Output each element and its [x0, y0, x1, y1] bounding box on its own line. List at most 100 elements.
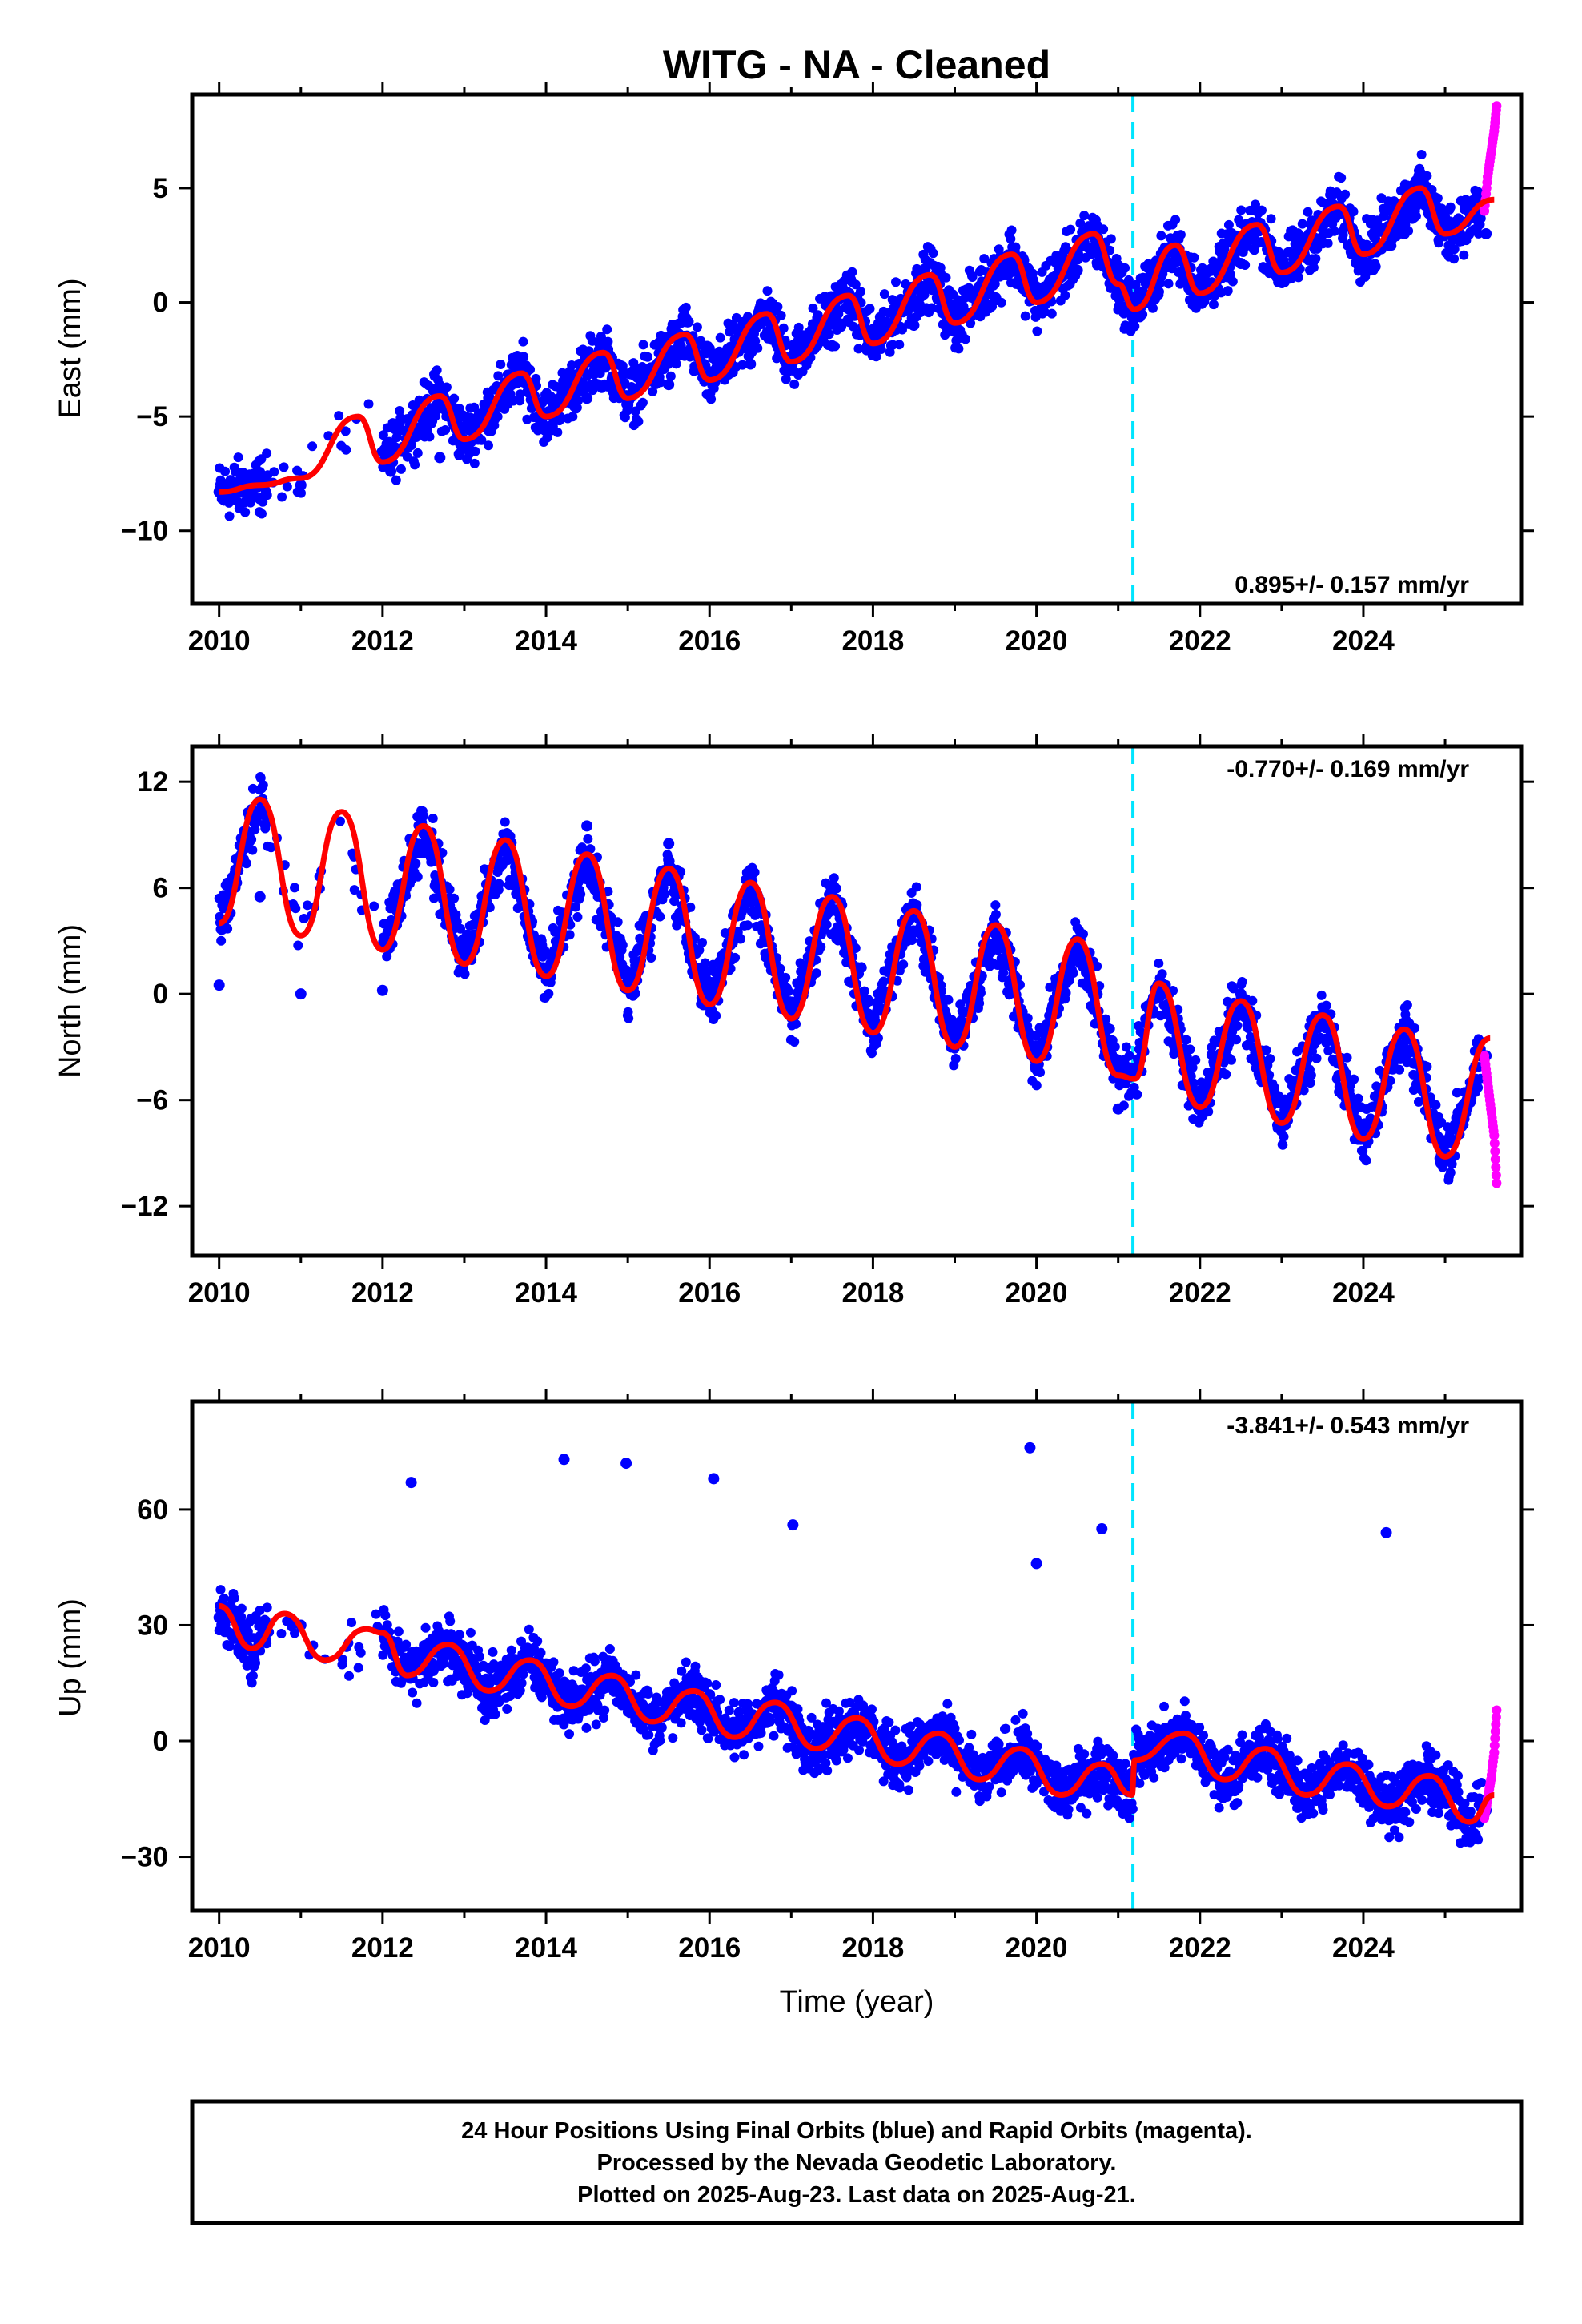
north-rapid-orbit-point: [1490, 1146, 1500, 1156]
east-final-orbit-point: [440, 424, 451, 435]
east-final-orbit-point: [519, 352, 529, 362]
east-final-orbit-point: [396, 464, 406, 474]
east-final-orbit-marker: [826, 340, 838, 352]
north-final-orbit-point: [1278, 1140, 1288, 1150]
east-final-orbit-point: [492, 412, 503, 422]
north-x-tick-label: 2018: [841, 1277, 904, 1309]
east-final-orbit-point: [1476, 213, 1486, 223]
figure-title: WITG - NA - Cleaned: [663, 42, 1050, 87]
north-final-orbit-point: [571, 902, 581, 912]
north-x-tick-label: 2010: [188, 1277, 251, 1309]
east-final-orbit-point: [684, 316, 694, 327]
east-final-orbit-point: [655, 377, 665, 388]
north-final-orbit-point: [1321, 1000, 1331, 1011]
east-final-orbit-point: [1329, 226, 1339, 236]
east-final-orbit-point: [410, 460, 420, 470]
north-final-orbit-point: [349, 885, 359, 895]
east-final-orbit-marker: [908, 320, 920, 332]
north-final-orbit-point: [335, 816, 345, 826]
east-final-orbit-marker: [434, 452, 446, 464]
north-rapid-orbit-point: [1483, 1077, 1493, 1088]
north-final-orbit-point: [1306, 1070, 1316, 1080]
east-final-orbit-point: [1236, 205, 1247, 215]
north-final-orbit-point: [1452, 1088, 1462, 1098]
north-final-orbit-point: [878, 976, 889, 987]
north-final-orbit-point: [428, 814, 438, 824]
east-x-tick-label: 2018: [841, 625, 904, 657]
north-final-orbit-point: [1349, 1074, 1359, 1084]
north-final-orbit-marker: [1235, 988, 1247, 1000]
north-final-orbit-point: [1121, 1042, 1131, 1052]
north-final-orbit-point: [791, 1019, 801, 1029]
east-final-orbit-point: [1223, 286, 1233, 296]
east-final-orbit-point: [531, 373, 541, 384]
north-final-orbit-point: [241, 858, 251, 869]
east-final-orbit-point: [1170, 215, 1181, 225]
east-final-orbit-point: [1208, 300, 1219, 310]
east-final-orbit-point: [643, 352, 653, 362]
north-final-orbit-point: [266, 842, 276, 853]
east-final-orbit-point: [847, 267, 857, 277]
east-final-orbit-point: [638, 340, 648, 350]
east-final-orbit-point: [1338, 230, 1348, 240]
north-final-orbit-marker: [295, 988, 307, 1000]
east-final-orbit-point: [1411, 211, 1421, 221]
east-final-orbit-point: [990, 279, 1000, 289]
east-final-orbit-point: [262, 448, 272, 459]
east-final-orbit-point: [1348, 207, 1359, 217]
east-final-orbit-marker: [1399, 227, 1411, 239]
east-final-orbit-point: [363, 399, 374, 409]
north-final-orbit-point: [950, 1053, 961, 1063]
east-x-tick-label: 2014: [515, 625, 577, 657]
north-final-orbit-point: [1154, 958, 1164, 968]
east-rapid-orbit-point: [1492, 101, 1502, 111]
east-final-orbit-point: [637, 397, 648, 408]
east-final-orbit-point: [449, 393, 460, 404]
east-final-orbit-point: [876, 344, 886, 354]
north-final-orbit-point: [1231, 1035, 1242, 1045]
north-final-orbit-point: [1305, 1078, 1315, 1088]
north-y-tick-label: 6: [153, 873, 168, 904]
east-final-orbit-point: [681, 302, 691, 312]
east-x-tick-label: 2022: [1169, 625, 1231, 657]
north-x-tick-label: 2016: [678, 1277, 741, 1309]
north-final-orbit-point: [990, 900, 1001, 911]
east-rapid-orbit-point: [1489, 126, 1500, 136]
east-final-orbit-marker: [1480, 227, 1492, 239]
east-final-orbit-point: [1075, 218, 1086, 228]
north-final-orbit-point: [697, 937, 708, 947]
north-rapid-orbit-point: [1486, 1104, 1496, 1114]
north-rapid-orbit-points: [1480, 1051, 1502, 1188]
east-final-orbit-point: [412, 448, 423, 458]
east-final-orbit-point: [441, 382, 452, 392]
east-final-orbit-point: [1449, 254, 1460, 264]
east-final-orbit-point: [1297, 219, 1307, 229]
east-final-orbit-point: [307, 441, 318, 452]
east-x-tick-label: 2012: [351, 625, 414, 657]
east-final-orbit-point: [1163, 279, 1174, 289]
east-final-orbit-point: [518, 336, 528, 347]
east-final-orbit-point: [665, 371, 676, 381]
east-final-orbit-point: [1156, 231, 1166, 241]
east-y-axis-label: East (mm): [54, 278, 87, 418]
north-final-orbit-point: [564, 930, 575, 940]
east-final-orbit-point: [1340, 189, 1351, 199]
east-final-orbit-point: [469, 402, 480, 412]
north-final-orbit-marker: [376, 984, 388, 996]
north-final-orbit-point: [783, 987, 793, 997]
east-final-orbit-point: [919, 290, 930, 300]
up-final-orbit-point: [215, 1585, 226, 1595]
north-model-fit-curve: [218, 796, 1492, 1160]
north-final-orbit-point: [1061, 987, 1071, 998]
north-final-orbit-point: [943, 995, 954, 1005]
east-final-orbit-point: [692, 322, 702, 332]
north-final-orbit-point: [1247, 995, 1258, 1006]
east-final-orbit-point: [245, 497, 255, 508]
east-final-orbit-point: [568, 412, 578, 422]
north-final-orbit-point: [247, 845, 258, 855]
north-final-orbit-point: [1261, 1045, 1271, 1055]
north-final-orbit-point: [1035, 1067, 1046, 1077]
north-final-orbit-point: [660, 889, 670, 899]
north-final-orbit-point: [293, 940, 303, 951]
north-final-orbit-point: [585, 844, 596, 854]
